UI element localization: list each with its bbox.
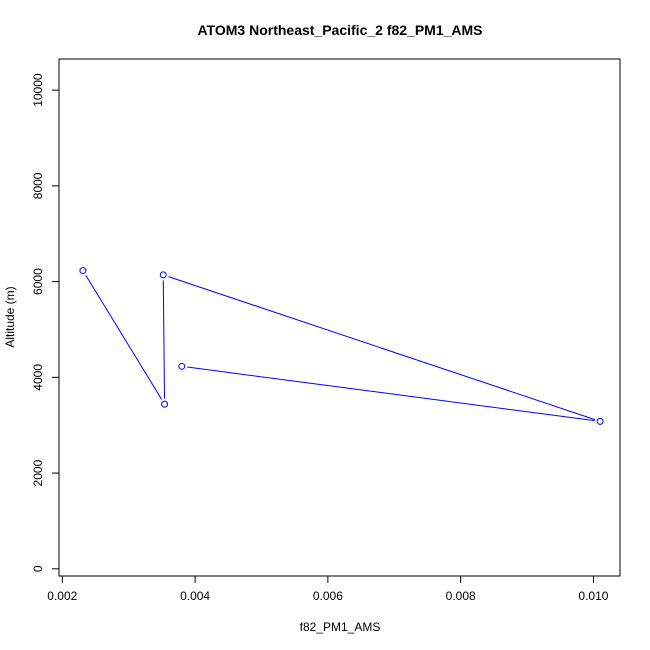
y-tick-label: 4000 [31, 364, 45, 391]
x-tick-label: 0.006 [313, 589, 343, 603]
x-axis-label: f82_PM1_AMS [300, 620, 381, 634]
data-point [178, 362, 186, 370]
data-point [161, 400, 169, 408]
y-tick-label: 2000 [31, 459, 45, 486]
x-tick-label: 0.002 [47, 589, 77, 603]
data-point [159, 271, 167, 279]
y-tick-label: 6000 [31, 268, 45, 295]
series-line-segment [162, 280, 166, 399]
x-tick-label: 0.004 [180, 589, 210, 603]
y-axis-label: Altitude (m) [3, 286, 17, 347]
y-tick-label: 10000 [31, 73, 45, 107]
x-tick-label: 0.008 [446, 589, 476, 603]
x-tick-label: 0.010 [578, 589, 608, 603]
plot-series [79, 267, 604, 425]
x-axis: 0.002 0.004 0.006 0.008 0.010 [47, 575, 609, 603]
series-line-segment [168, 276, 596, 421]
series-line-segment [85, 275, 163, 400]
data-point [79, 267, 87, 275]
y-axis: 0 2000 4000 6000 8000 10000 [31, 73, 60, 572]
chart-title: ATOM3 Northeast_Pacific_2 f82_PM1_AMS [197, 22, 482, 38]
series-line-segment [187, 366, 595, 422]
data-point [596, 417, 604, 425]
y-tick-label: 8000 [31, 172, 45, 199]
y-tick-label: 0 [31, 565, 45, 572]
